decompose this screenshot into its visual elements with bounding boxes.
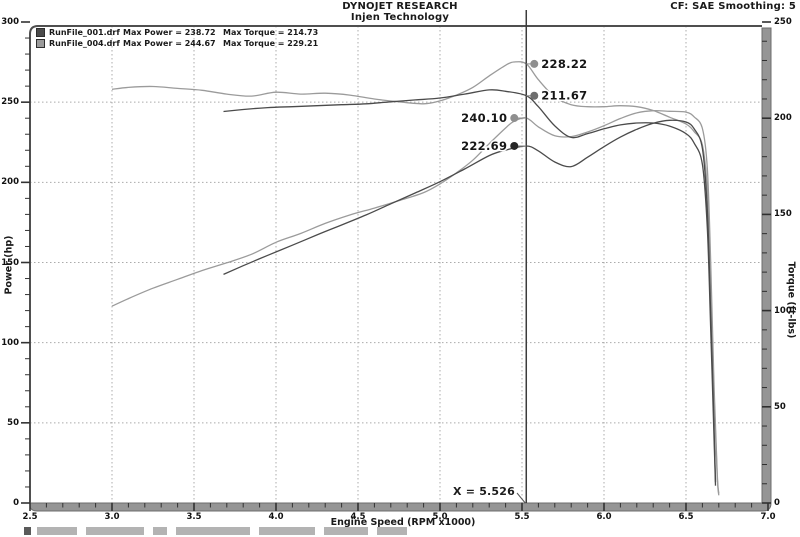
dyno-shop-subtitle: Injen Technology xyxy=(350,12,450,23)
cursor-value-dot[interactable] xyxy=(530,59,539,68)
runfile-004-torque-curve xyxy=(111,61,720,496)
cursor-value-dot[interactable] xyxy=(530,91,539,100)
left-tick-label: 150 xyxy=(1,257,19,268)
x-tick-label: 6.5 xyxy=(678,512,694,522)
run004-file-label: RunFile_004.drf xyxy=(49,39,120,48)
x-tick-label: 4.5 xyxy=(350,512,366,522)
right-tick-label: 200 xyxy=(774,113,792,124)
cursor-x-readout[interactable]: X = 5.526 xyxy=(453,485,515,498)
left-tick-label: 0 xyxy=(13,498,19,508)
legend-row-run001[interactable]: RunFile_001.drf Max Power = 238.72 Max T… xyxy=(36,27,318,38)
right-tick-label: 100 xyxy=(774,305,792,316)
legend-row-run004[interactable]: RunFile_004.drf Max Power = 244.67 Max T… xyxy=(36,38,318,49)
clipped-footer-row xyxy=(24,527,416,535)
clipped-swatch xyxy=(24,527,31,535)
left-tick-label: 250 xyxy=(1,97,19,108)
x-tick-label: 6.0 xyxy=(596,512,612,522)
run004-max-power: Max Power = 244.67 xyxy=(123,39,216,48)
right-axis-title: Torque (ft-lbs) xyxy=(785,261,797,339)
x-tick-label: 5.5 xyxy=(514,512,530,522)
left-tick-label: 300 xyxy=(1,17,19,27)
left-tick-label: 100 xyxy=(1,337,19,348)
cursor-readout-leader xyxy=(516,492,526,504)
brand-title: DYNOJET RESEARCH xyxy=(342,1,458,12)
run001-file-label: RunFile_001.drf xyxy=(49,28,120,37)
x-tick-label: 3.0 xyxy=(104,512,120,522)
run001-max-power: Max Power = 238.72 xyxy=(123,28,216,37)
x-tick-label: 7.0 xyxy=(760,512,776,522)
cursor-value-dot[interactable] xyxy=(510,114,519,123)
cursor-value-label[interactable]: 240.10 xyxy=(460,110,509,127)
run001-max-torque: Max Torque = 214.73 xyxy=(223,28,319,37)
x-tick-label: 4.0 xyxy=(268,512,284,522)
x-tick-label: 5.0 xyxy=(432,512,448,522)
legend: RunFile_001.drf Max Power = 238.72 Max T… xyxy=(36,27,318,49)
run004-max-torque: Max Torque = 229.21 xyxy=(223,39,319,48)
right-tick-label: 50 xyxy=(774,401,786,412)
right-tick-label: 150 xyxy=(774,209,792,220)
right-tick-label: 0 xyxy=(774,498,780,508)
cursor-value-label[interactable]: 228.22 xyxy=(540,55,589,72)
cursor-value-label[interactable]: 222.69 xyxy=(460,137,509,154)
x-tick-label: 3.5 xyxy=(186,512,202,522)
runfile-004-power-curve xyxy=(111,109,720,494)
cursor-value-dot[interactable] xyxy=(510,141,519,150)
right-tick-label: 250 xyxy=(774,17,792,27)
plot-border xyxy=(29,25,762,503)
left-tick-label: 50 xyxy=(7,417,19,428)
runfile-001-torque-curve xyxy=(223,89,717,486)
x-tick-label: 2.5 xyxy=(22,512,38,522)
run001-color-swatch xyxy=(36,28,45,37)
run004-color-swatch xyxy=(36,39,45,48)
x-axis-title: Engine Speed (RPM x1000) xyxy=(330,517,476,528)
cursor-value-label[interactable]: 211.67 xyxy=(540,87,589,104)
correction-smoothing-label: CF: SAE Smoothing: 5 xyxy=(670,1,796,12)
left-tick-label: 200 xyxy=(1,177,19,188)
runfile-001-power-curve xyxy=(223,119,717,483)
